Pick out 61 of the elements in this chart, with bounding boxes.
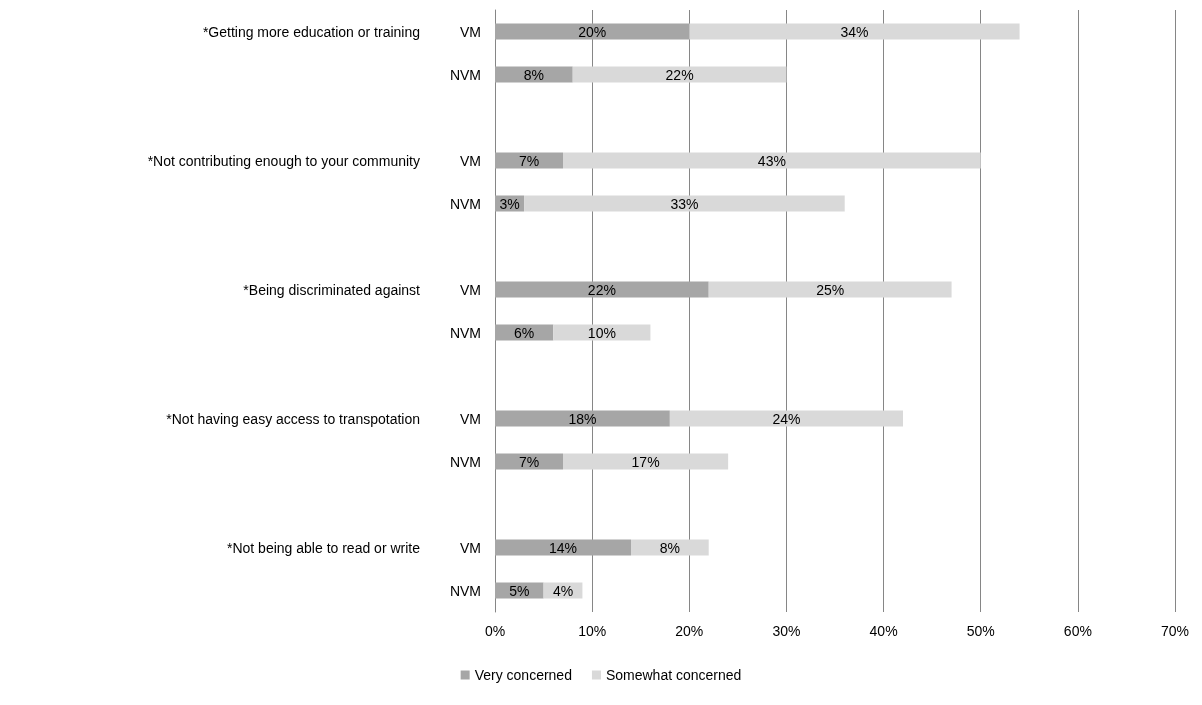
text: *Not contributing enough to your community <box>147 152 420 169</box>
x-tick-label: 10% <box>578 623 607 639</box>
text: *Getting more education or training <box>202 23 420 40</box>
x-tick-label: 40% <box>869 623 898 639</box>
bar <box>495 23 690 40</box>
bar <box>572 66 787 83</box>
bar <box>563 152 981 169</box>
data-label: 8% <box>523 66 544 83</box>
x-tick-label: 70% <box>1160 623 1190 639</box>
data-label: 43% <box>757 152 786 169</box>
x-tick-label: 30% <box>772 623 801 639</box>
y-tick-label: VM <box>460 152 481 169</box>
x-tick-label: 50% <box>966 623 995 639</box>
data-label: 10% <box>587 324 616 341</box>
y-tick-label: NVM <box>449 324 481 341</box>
y-tick-label: VM <box>460 410 481 427</box>
data-label: 24% <box>772 410 801 427</box>
bar <box>495 66 573 83</box>
bar <box>495 410 670 427</box>
data-label: 3% <box>499 195 520 212</box>
data-label: 17% <box>631 453 660 470</box>
data-label: 8% <box>659 539 680 556</box>
bar <box>495 453 563 470</box>
x-tick-label: 20% <box>675 623 704 639</box>
x-tick-label: 60% <box>1063 623 1092 639</box>
data-label: 22% <box>587 281 616 298</box>
data-label: 7% <box>518 152 540 169</box>
data-label: 4% <box>552 582 574 599</box>
bar <box>495 152 563 169</box>
data-label: 34% <box>840 23 869 40</box>
legend-label: Very concerned <box>474 667 572 683</box>
y-tick-label: VM <box>460 23 481 40</box>
data-label: 22% <box>665 66 694 83</box>
bar <box>689 23 1020 40</box>
bar <box>563 453 729 470</box>
y-tick-label: VM <box>460 281 481 298</box>
bar <box>495 281 709 298</box>
bar <box>669 410 903 427</box>
bar <box>495 539 631 556</box>
bar <box>708 281 952 298</box>
data-label: 25% <box>816 281 845 298</box>
bar <box>631 539 709 556</box>
data-label: 6% <box>514 324 535 341</box>
data-label: 14% <box>548 539 578 556</box>
y-tick-label: NVM <box>449 453 481 470</box>
y-tick-label: NVM <box>449 66 481 83</box>
data-label: 5% <box>509 582 530 599</box>
y-tick-label: NVM <box>449 195 481 212</box>
text: *Not being able to read or write <box>227 539 421 556</box>
legend-label: Somewhat concerned <box>605 667 742 683</box>
bar <box>524 195 845 212</box>
data-label: 7% <box>518 453 540 470</box>
data-label: 33% <box>670 195 699 212</box>
text: *Being discriminated against <box>243 281 421 298</box>
y-tick-label: NVM <box>449 582 481 599</box>
bar <box>553 324 651 341</box>
y-tick-label: VM <box>460 539 481 556</box>
x-tick-label: 0% <box>484 623 506 639</box>
data-label: 20% <box>578 23 607 40</box>
text: *Not having easy access to transpotation <box>166 410 420 427</box>
data-label: 18% <box>568 410 597 427</box>
